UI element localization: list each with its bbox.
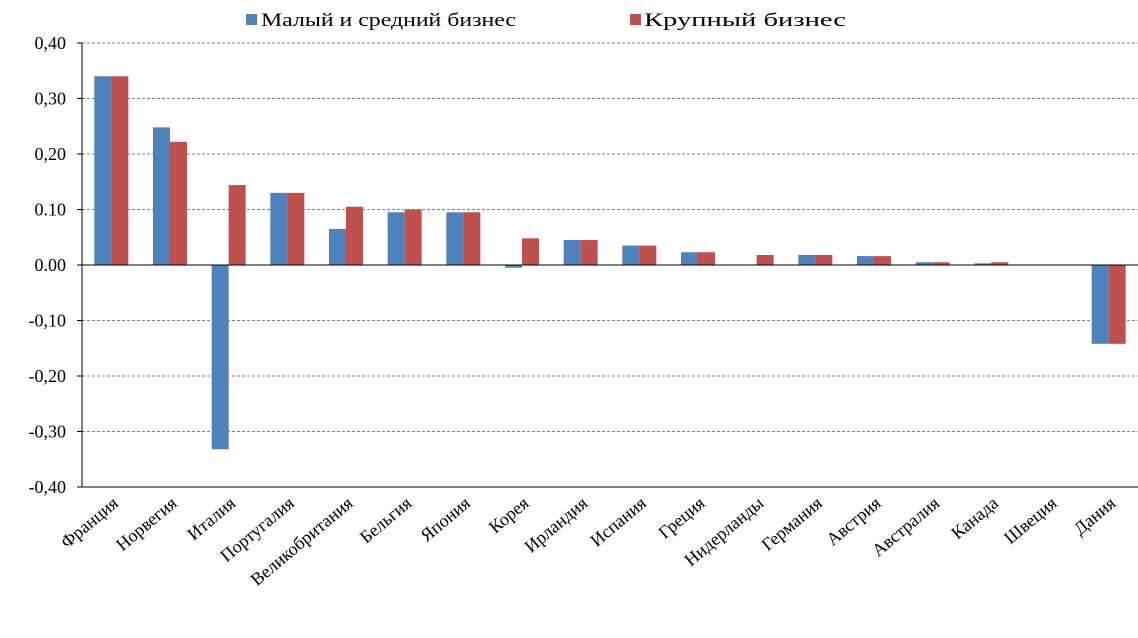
x-tick-label: Корея: [485, 493, 533, 537]
x-tick-label: Япония: [416, 493, 473, 546]
x-tick-label: Дания: [1070, 493, 1119, 539]
bar-large: [170, 141, 187, 265]
bar-sme: [329, 228, 346, 265]
bar-large: [580, 240, 598, 265]
bar-large: [639, 245, 657, 265]
bar-sme: [857, 256, 874, 265]
y-tick-label: -0,40: [29, 477, 67, 497]
bar-sme: [446, 212, 464, 265]
x-tick-label: Греция: [654, 493, 708, 543]
bar-sme: [974, 263, 992, 265]
bar-sme: [94, 76, 112, 265]
x-tick-label: Норвегия: [112, 493, 181, 555]
x-tick-label: Великобритания: [247, 493, 357, 590]
legend-swatch-large: [630, 14, 641, 25]
bar-large: [111, 76, 129, 265]
bar-large: [698, 252, 715, 265]
bar-sme: [622, 245, 640, 265]
y-axis-tick-labels: 0,40 0,30 0,20 0.10 0.00 -0,10 -0,20 -0,30 -0,40: [29, 33, 82, 497]
bar-large: [287, 192, 305, 265]
bar-large: [991, 262, 1009, 265]
y-tick-label: -0,10: [29, 311, 67, 331]
bars: [94, 76, 1126, 450]
y-tick-label: 0,40: [35, 33, 67, 53]
bar-sme: [211, 265, 229, 450]
y-tick-label: 0.00: [35, 255, 67, 275]
bar-large: [932, 262, 950, 265]
x-tick-label: Ирландия: [521, 493, 592, 557]
axes: [81, 43, 1138, 488]
bar-sme: [505, 265, 522, 268]
bar-large: [756, 255, 774, 265]
y-tick-label: -0,30: [29, 422, 67, 442]
bar-sme: [798, 255, 816, 265]
bar-sme: [681, 252, 698, 265]
gridlines: [82, 42, 1138, 432]
legend-swatch-sme: [246, 14, 257, 25]
legend-label-large: Крупный бизнес: [644, 10, 846, 31]
bar-sme: [270, 192, 288, 265]
x-tick-label: Франция: [57, 493, 122, 552]
bar-large: [874, 256, 891, 265]
bar-large: [815, 255, 833, 265]
bar-sme: [153, 127, 170, 265]
x-tick-label: Швеция: [1000, 493, 1060, 548]
bar-sme: [563, 240, 581, 265]
y-tick-label: 0,30: [35, 89, 67, 109]
y-tick-label: -0,20: [29, 366, 67, 386]
bar-sme: [915, 262, 933, 265]
bar-large: [522, 238, 539, 265]
bar-large: [228, 185, 246, 265]
bar-sme: [387, 212, 405, 265]
x-tick-label: Италия: [183, 493, 239, 544]
x-tick-label: Бельгия: [356, 493, 415, 547]
legend: Малый и средний бизнес Крупный бизнес: [246, 10, 846, 31]
x-tick-label: Германия: [757, 493, 825, 555]
bar-large: [1108, 265, 1126, 344]
bar-large: [346, 206, 363, 265]
legend-label-sme: Малый и средний бизнес: [261, 10, 516, 31]
x-tick-label: Канада: [947, 493, 1002, 543]
y-tick-label: 0,20: [35, 144, 67, 164]
bar-sme: [1091, 265, 1109, 344]
bar-large: [404, 209, 422, 265]
bar-large: [463, 212, 481, 265]
x-tick-label: Испания: [586, 493, 650, 551]
y-tick-label: 0.10: [35, 200, 67, 220]
